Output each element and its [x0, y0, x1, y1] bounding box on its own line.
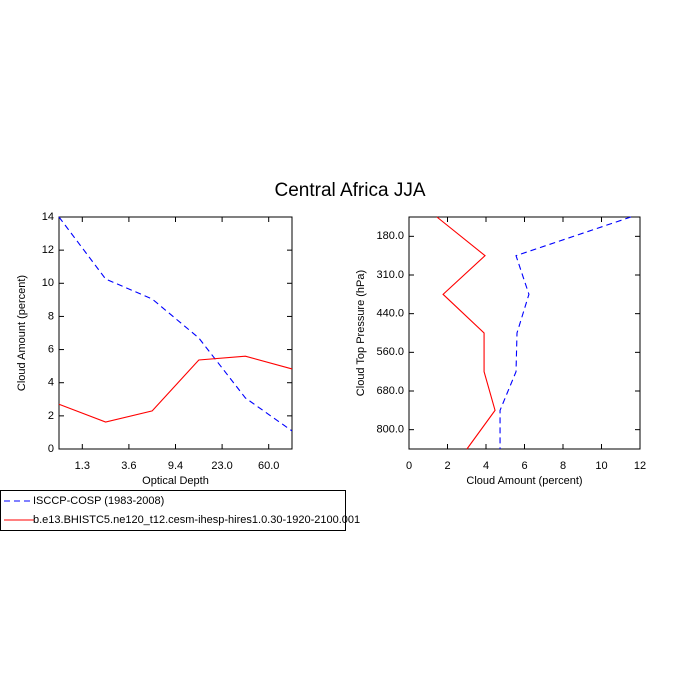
y-tick-label: 14: [42, 211, 54, 223]
y-tick-label: 680.0: [376, 385, 404, 397]
x-tick-label: 0: [406, 460, 412, 472]
y-tick-label: 10: [42, 277, 54, 289]
y-tick-label: 440.0: [376, 308, 404, 320]
y-tick-label: 8: [48, 310, 54, 322]
legend-label: b.e13.BHISTC5.ne120_t12.cesm-ihesp-hires…: [33, 514, 360, 526]
y-tick-label: 0: [48, 443, 54, 455]
x-tick-label: 2: [444, 460, 450, 472]
x-axis-label: Cloud Amount (percent): [466, 475, 582, 487]
y-tick-label: 6: [48, 343, 54, 355]
x-tick-label: 23.0: [211, 460, 232, 472]
x-tick-label: 4: [483, 460, 489, 472]
y-axis-label: Cloud Top Pressure (hPa): [355, 270, 367, 396]
series-line: [436, 216, 496, 450]
series-line: [499, 216, 632, 449]
y-tick-label: 560.0: [376, 346, 404, 358]
legend-box: [0, 490, 346, 531]
series-line: [58, 355, 293, 423]
y-axis-label: Cloud Amount (percent): [16, 275, 28, 391]
y-tick-label: 800.0: [376, 424, 404, 436]
x-axis-label: Optical Depth: [142, 475, 209, 487]
plot-frame: [58, 216, 293, 450]
y-tick-label: 12: [42, 244, 54, 256]
x-tick-label: 1.3: [75, 460, 90, 472]
plot-frame: [408, 216, 641, 450]
x-tick-label: 3.6: [121, 460, 136, 472]
y-tick-label: 310.0: [376, 269, 404, 281]
x-tick-label: 60.0: [258, 460, 279, 472]
x-tick-label: 9.4: [168, 460, 183, 472]
legend-label: ISCCP-COSP (1983-2008): [33, 495, 164, 507]
y-tick-label: 180.0: [376, 230, 404, 242]
y-tick-label: 4: [48, 377, 54, 389]
chart-title: Central Africa JJA: [275, 180, 426, 201]
x-tick-label: 12: [634, 460, 646, 472]
series-line: [58, 216, 293, 432]
x-tick-label: 6: [521, 460, 527, 472]
y-tick-label: 2: [48, 410, 54, 422]
x-tick-label: 8: [560, 460, 566, 472]
x-tick-label: 10: [595, 460, 607, 472]
